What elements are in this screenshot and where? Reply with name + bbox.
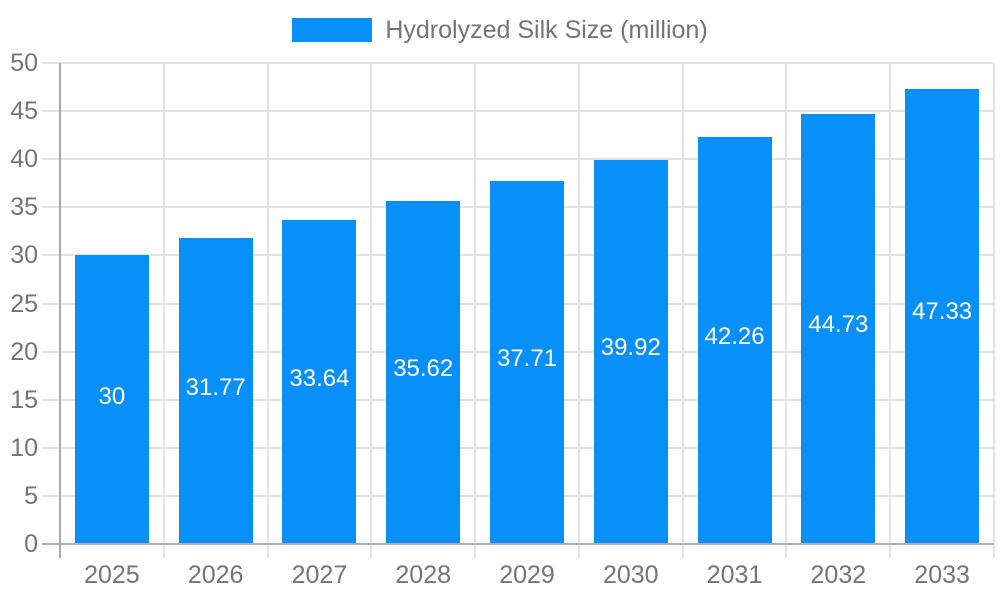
bar-2028[interactable]: 35.62 bbox=[386, 201, 461, 544]
x-tick-label: 2028 bbox=[395, 561, 452, 589]
bar-2033[interactable]: 47.33 bbox=[905, 88, 980, 544]
x-axis-baseline bbox=[42, 543, 994, 545]
gridline-vertical bbox=[162, 63, 165, 558]
bar-2026[interactable]: 31.77 bbox=[178, 238, 253, 544]
y-tick-label: 10 bbox=[10, 433, 38, 462]
bar-2025[interactable]: 30 bbox=[74, 255, 149, 544]
bar-2032[interactable]: 44.73 bbox=[801, 113, 876, 544]
bar-2027[interactable]: 33.64 bbox=[282, 220, 357, 544]
bar-value-label: 47.33 bbox=[912, 297, 973, 325]
x-tick-label: 2033 bbox=[914, 561, 970, 589]
gridline-horizontal bbox=[42, 158, 994, 161]
x-tick-label: 2025 bbox=[84, 561, 140, 589]
y-tick-label: 50 bbox=[10, 49, 38, 77]
x-tick-label: 2026 bbox=[187, 561, 244, 589]
bar-2031[interactable]: 42.26 bbox=[697, 137, 772, 544]
y-tick-label: 25 bbox=[10, 289, 38, 318]
bar-value-label: 31.77 bbox=[185, 374, 246, 402]
x-tick-label: 2032 bbox=[810, 561, 867, 589]
gridline-vertical bbox=[681, 63, 684, 558]
bar-value-label: 44.73 bbox=[808, 310, 869, 338]
x-tick-label: 2027 bbox=[291, 561, 348, 589]
gridline-vertical bbox=[266, 63, 269, 558]
bar-value-label: 33.64 bbox=[289, 364, 350, 392]
gridline-vertical bbox=[993, 63, 995, 558]
y-tick-label: 15 bbox=[10, 385, 38, 414]
bar-2029[interactable]: 37.71 bbox=[490, 181, 564, 544]
gridline-vertical bbox=[370, 63, 373, 558]
y-tick-label: 35 bbox=[10, 193, 38, 222]
bar-value-label: 42.26 bbox=[704, 322, 765, 350]
gridline-horizontal bbox=[42, 62, 994, 64]
y-axis-line bbox=[59, 63, 61, 558]
bar-value-label: 30 bbox=[98, 382, 126, 410]
bar-value-label: 35.62 bbox=[393, 355, 454, 383]
gridline-vertical bbox=[889, 63, 892, 558]
y-tick-label: 20 bbox=[10, 337, 38, 366]
gridline-vertical bbox=[785, 63, 788, 558]
y-tick-label: 45 bbox=[10, 97, 38, 126]
y-tick-label: 40 bbox=[10, 145, 38, 174]
gridline-vertical bbox=[474, 63, 477, 558]
y-tick-label: 5 bbox=[24, 481, 38, 510]
y-tick-label: 0 bbox=[24, 530, 38, 558]
plot-area: 30 31.77 33.64 35.62 37.71 39.92 42.26 44.73 47.… bbox=[42, 62, 995, 558]
y-tick-label: 30 bbox=[10, 241, 38, 270]
legend-swatch-icon bbox=[292, 18, 373, 42]
bar-2030[interactable]: 39.92 bbox=[593, 159, 668, 544]
bar-value-label: 39.92 bbox=[600, 334, 661, 362]
gridline-horizontal bbox=[42, 110, 994, 113]
legend[interactable]: Hydrolyzed Silk Size (million) bbox=[0, 15, 1000, 45]
bar-value-label: 37.71 bbox=[496, 344, 558, 372]
gridline-vertical bbox=[577, 63, 580, 558]
legend-label: Hydrolyzed Silk Size (million) bbox=[385, 15, 708, 44]
x-tick-label: 2029 bbox=[499, 561, 555, 589]
x-tick-label: 2031 bbox=[706, 561, 763, 589]
x-tick-label: 2030 bbox=[602, 561, 659, 589]
